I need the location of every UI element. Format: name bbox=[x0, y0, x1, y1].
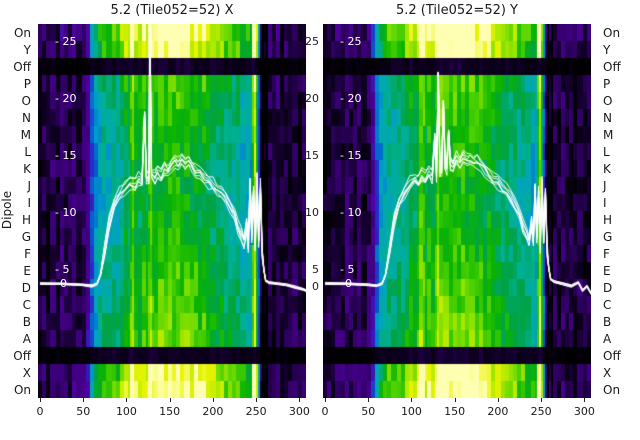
x-tick-mark bbox=[497, 398, 499, 402]
x-tick-mark bbox=[541, 398, 543, 402]
dipole-tick-label-right: G bbox=[603, 229, 613, 244]
dipole-tick-label-left: A bbox=[22, 331, 31, 346]
heatmap-y bbox=[323, 24, 591, 398]
right-axis-label: 5 bbox=[312, 263, 319, 276]
dipole-tick-label-left: L bbox=[24, 144, 31, 159]
plot-y-title: 5.2 (Tile052=52) Y bbox=[395, 3, 519, 18]
heatmap-x bbox=[38, 24, 306, 398]
dipole-tick-label-right: N bbox=[603, 110, 612, 125]
x-tick-label: 150 bbox=[159, 405, 181, 418]
right-axis-zero-label: 0 bbox=[312, 280, 319, 293]
dipole-tick-label-right: F bbox=[603, 246, 610, 261]
dipole-tick-label-right: L bbox=[603, 144, 610, 159]
dipole-tick-label-left: Y bbox=[23, 42, 31, 57]
dipole-tick-label-right: O bbox=[603, 93, 613, 108]
dipole-tick-label-left: E bbox=[23, 263, 31, 278]
dipole-tick-label-right: X bbox=[603, 365, 612, 380]
dipole-tick-label-left: C bbox=[22, 297, 31, 312]
dipole-tick-label-right: H bbox=[603, 212, 613, 227]
dipole-tick-label-left: D bbox=[21, 280, 31, 295]
dipole-tick-label-right: On bbox=[603, 382, 621, 397]
dipole-tick-label-right: E bbox=[603, 263, 611, 278]
x-tick-label: 50 bbox=[361, 405, 376, 418]
overlay-tick-label: - 5 bbox=[55, 263, 70, 276]
overlay-tick-label: - 5 bbox=[340, 263, 355, 276]
x-tick-mark bbox=[126, 398, 128, 402]
x-tick-mark bbox=[584, 398, 586, 402]
x-tick-mark bbox=[411, 398, 413, 402]
dipole-tick-label-right: Off bbox=[603, 59, 621, 74]
x-tick-label: 200 bbox=[202, 405, 224, 418]
dipole-tick-label-left: J bbox=[27, 178, 31, 193]
x-tick-mark bbox=[40, 398, 41, 402]
dipole-tick-label-right: A bbox=[603, 331, 612, 346]
x-tick-label: 250 bbox=[245, 405, 267, 418]
overlay-tick-label: - 20 bbox=[55, 92, 77, 105]
dipole-tick-label-right: D bbox=[603, 280, 613, 295]
dipole-tick-label-left: X bbox=[22, 365, 31, 380]
dipole-tick-label-right: P bbox=[603, 76, 611, 91]
x-tick-mark bbox=[256, 398, 258, 402]
dipole-tick-label-left: Off bbox=[13, 348, 31, 363]
dipole-tick-label-right: J bbox=[603, 178, 607, 193]
dipole-tick-label-right: On bbox=[603, 25, 621, 40]
dipole-tick-label-left: On bbox=[13, 25, 31, 40]
dipole-tick-label-right: K bbox=[603, 161, 611, 176]
dipole-tick-label-right: Off bbox=[603, 348, 621, 363]
dipole-tick-label-right: M bbox=[603, 127, 614, 142]
x-tick-label: 250 bbox=[530, 405, 552, 418]
x-tick-mark bbox=[368, 398, 370, 402]
right-axis-label: 10 bbox=[305, 206, 319, 219]
dipole-tick-label-left: B bbox=[22, 314, 31, 329]
x-tick-mark bbox=[325, 398, 326, 402]
dipole-tick-label-left: P bbox=[23, 76, 31, 91]
overlay-tick-label: - 15 bbox=[55, 149, 77, 162]
dipole-tick-label-left: K bbox=[23, 161, 31, 176]
dipole-tick-label-left: N bbox=[22, 110, 31, 125]
x-tick-label: 100 bbox=[115, 405, 137, 418]
overlay-tick-label: - 10 bbox=[55, 206, 77, 219]
overlay-tick-label: - 20 bbox=[340, 92, 362, 105]
overlay-tick-label: - 25 bbox=[340, 35, 362, 48]
x-tick-label: 200 bbox=[487, 405, 509, 418]
x-tick-mark bbox=[212, 398, 214, 402]
dipole-tick-label-left: O bbox=[21, 93, 31, 108]
right-axis-label: 20 bbox=[305, 92, 319, 105]
dipole-tick-label-right: C bbox=[603, 297, 612, 312]
plot-x-title: 5.2 (Tile052=52) X bbox=[110, 3, 234, 18]
x-tick-mark bbox=[169, 398, 171, 402]
dipole-tick-label-right: I bbox=[603, 195, 607, 210]
right-axis-label: 15 bbox=[305, 149, 319, 162]
overlay-tick-label: - 15 bbox=[340, 149, 362, 162]
dipole-tick-label-left: M bbox=[20, 127, 31, 142]
dipole-tick-label-left: Off bbox=[13, 59, 31, 74]
x-tick-label: 100 bbox=[400, 405, 422, 418]
dipole-tick-label-right: Y bbox=[603, 42, 611, 57]
dipole-tick-label-left: I bbox=[27, 195, 31, 210]
x-tick-mark bbox=[454, 398, 456, 402]
x-tick-label: 50 bbox=[76, 405, 91, 418]
dipole-tick-label-left: H bbox=[21, 212, 31, 227]
overlay-tick-label: - 10 bbox=[340, 206, 362, 219]
x-tick-label: 300 bbox=[288, 405, 310, 418]
x-tick-mark bbox=[83, 398, 85, 402]
dipole-tick-label-left: On bbox=[13, 382, 31, 397]
overlay-zero-label: 0 bbox=[60, 277, 67, 290]
dipole-tick-label-left: F bbox=[24, 246, 31, 261]
overlay-zero-label: 0 bbox=[345, 277, 352, 290]
x-tick-label: 150 bbox=[444, 405, 466, 418]
x-tick-label: 0 bbox=[321, 405, 329, 418]
right-axis-label: 25 bbox=[305, 35, 319, 48]
x-tick-mark bbox=[299, 398, 301, 402]
x-tick-label: 300 bbox=[573, 405, 595, 418]
dipole-tick-label-left: G bbox=[21, 229, 31, 244]
x-tick-label: 0 bbox=[36, 405, 44, 418]
overlay-tick-label: - 25 bbox=[55, 35, 77, 48]
dipole-tick-label-right: B bbox=[603, 314, 612, 329]
